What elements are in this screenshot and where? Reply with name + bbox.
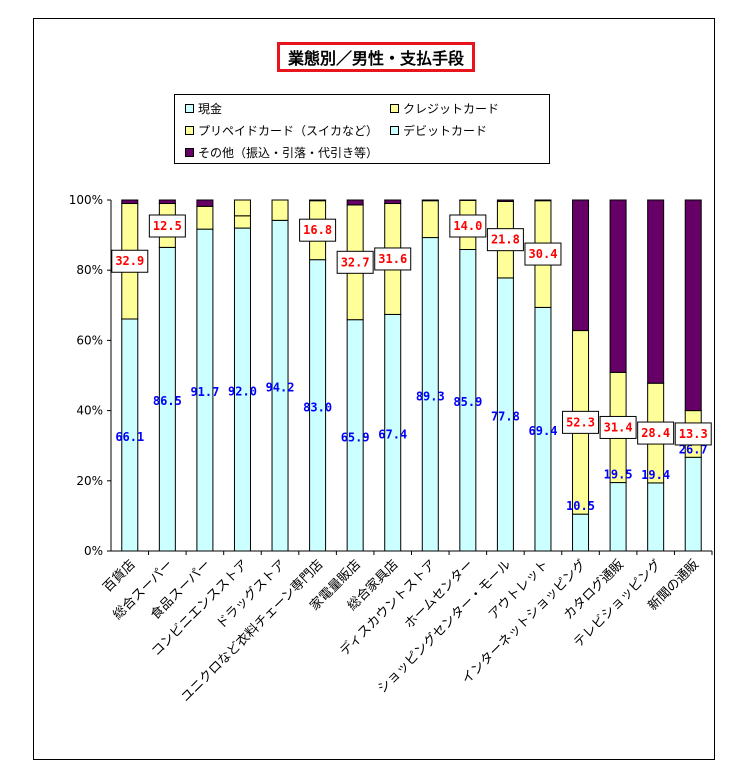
cash-value-label: 65.9 — [341, 430, 370, 444]
legend-label-cash: 現金 — [198, 102, 223, 116]
legend: 現金 クレジットカード プリペイドカード（スイカなど） デビットカード その他（… — [174, 94, 550, 164]
legend-item-debit: デビットカード — [390, 122, 487, 139]
credit-value-box — [486, 228, 524, 252]
y-tick-label: 80% — [76, 263, 103, 277]
bar-segment-other — [196, 199, 214, 207]
bar-segment-prepaid — [233, 199, 251, 217]
legend-swatch-other — [185, 148, 194, 157]
cash-value-label: 77.8 — [491, 409, 520, 423]
bar-segment-credit — [196, 205, 214, 230]
cash-value-label: 10.5 — [566, 499, 595, 513]
bar-segment-cash — [572, 513, 590, 552]
cash-value-label: 66.1 — [115, 430, 144, 444]
cash-value-label: 19.5 — [604, 468, 633, 482]
cash-value-label: 92.0 — [228, 385, 257, 399]
legend-swatch-debit — [390, 126, 399, 135]
cash-value-label: 89.3 — [416, 389, 445, 403]
chart-title: 業態別／男性・支払手段 — [277, 42, 475, 72]
bar-segment-other — [684, 199, 702, 412]
y-tick-label: 20% — [76, 474, 103, 488]
cash-value-label: 69.4 — [529, 424, 558, 438]
bar-segment-other — [309, 199, 327, 202]
bar-segment-cash — [647, 482, 665, 552]
cash-value-label: 91.7 — [190, 385, 219, 399]
bar-segment-other — [384, 199, 402, 205]
credit-value-box — [374, 247, 412, 271]
legend-label-credit: クレジットカード — [403, 102, 500, 116]
bar-segment-cash — [609, 482, 627, 552]
credit-value-label: 28.4 — [641, 426, 670, 440]
bar-segment-other — [609, 199, 627, 373]
credit-value-label: 31.4 — [604, 420, 633, 434]
credit-value-box — [524, 242, 562, 266]
legend-item-prepaid: プリペイドカード（スイカなど） — [185, 122, 378, 139]
credit-value-label: 16.8 — [303, 223, 332, 237]
bar-segment-cash — [684, 456, 702, 552]
cash-value-label: 19.4 — [641, 468, 670, 482]
credit-value-label: 31.6 — [378, 252, 407, 266]
bar-segment-other — [158, 199, 176, 205]
credit-value-label: 32.9 — [115, 254, 144, 268]
y-tick-label: 40% — [76, 404, 103, 418]
credit-value-box — [674, 422, 712, 446]
credit-value-label: 32.7 — [341, 255, 370, 269]
bar-segment-prepaid — [271, 199, 289, 221]
credit-value-label: 14.0 — [453, 219, 482, 233]
cash-value-label: 83.0 — [303, 400, 332, 414]
bar-segment-other — [534, 199, 552, 202]
legend-swatch-prepaid — [185, 126, 194, 135]
bar-segment-other — [346, 199, 364, 206]
bar-segment-other — [121, 199, 139, 205]
y-tick-label: 100% — [69, 193, 103, 207]
bar-segment-other — [496, 199, 514, 202]
credit-value-box — [299, 218, 337, 242]
cash-value-label: 26.7 — [679, 442, 708, 456]
legend-label-other: その他（振込・引落・代引き等） — [198, 146, 379, 160]
cash-value-label: 67.4 — [378, 428, 407, 442]
legend-label-debit: デビットカード — [403, 124, 488, 138]
bar-segment-other — [647, 199, 665, 384]
bar-segment-other — [572, 199, 590, 332]
credit-value-label: 52.3 — [566, 415, 595, 429]
credit-value-box — [599, 415, 637, 439]
credit-value-label: 21.8 — [491, 233, 520, 247]
bar-segment-other — [421, 199, 439, 202]
bar-segment-credit — [421, 200, 439, 239]
cash-value-label: 94.2 — [266, 381, 295, 395]
cash-value-label: 86.5 — [153, 394, 182, 408]
credit-value-box — [336, 250, 374, 274]
legend-item-other: その他（振込・引落・代引き等） — [185, 144, 378, 161]
credit-value-box — [148, 214, 186, 238]
legend-item-credit: クレジットカード — [390, 100, 499, 117]
credit-value-label: 30.4 — [529, 247, 558, 261]
legend-swatch-cash — [185, 104, 194, 113]
y-tick-label: 0% — [84, 544, 103, 558]
credit-value-label: 13.3 — [679, 427, 708, 441]
cash-value-label: 85.9 — [453, 395, 482, 409]
y-tick-label: 60% — [76, 333, 103, 347]
credit-value-label: 12.5 — [153, 219, 182, 233]
legend-swatch-credit — [390, 104, 399, 113]
credit-value-box — [562, 410, 600, 434]
legend-item-cash: 現金 — [185, 100, 222, 117]
legend-label-prepaid: プリペイドカード（スイカなど） — [198, 124, 379, 138]
credit-value-box — [449, 214, 487, 238]
bar-segment-credit — [233, 215, 251, 229]
credit-value-box — [637, 421, 675, 445]
credit-value-box — [111, 249, 149, 273]
